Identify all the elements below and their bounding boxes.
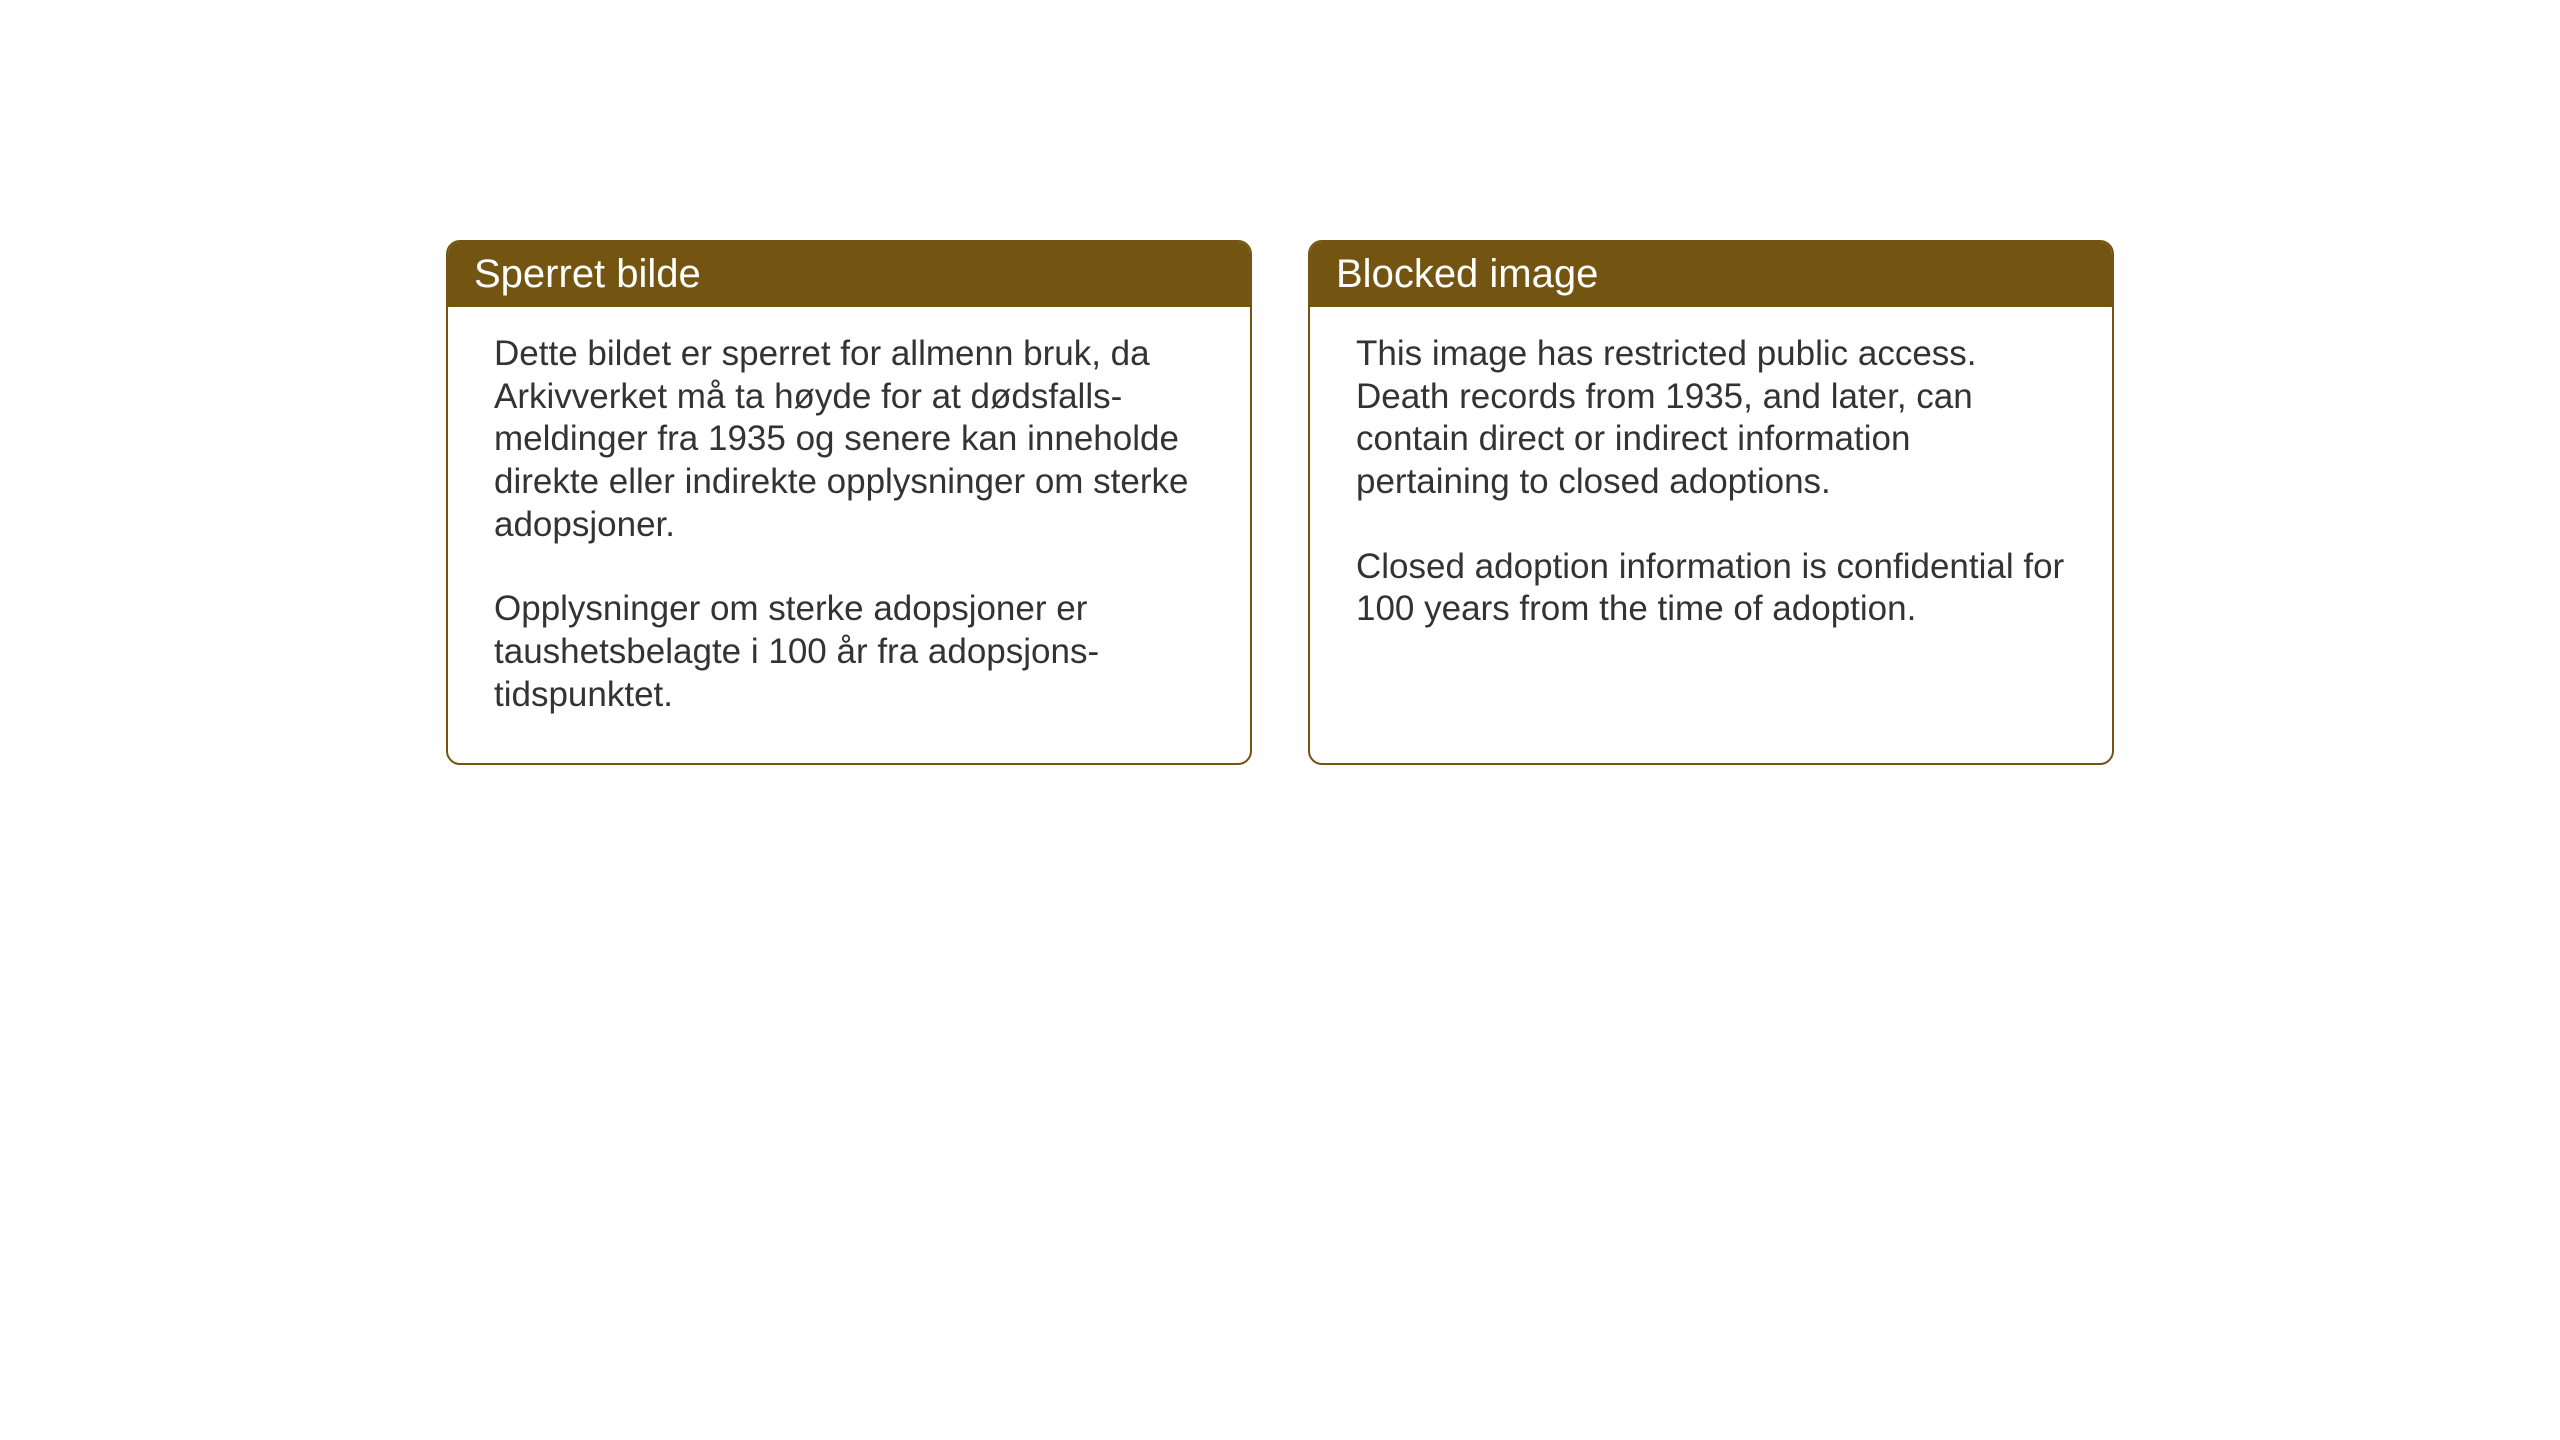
card-english: Blocked image This image has restricted … <box>1308 240 2114 765</box>
paragraph-1-english: This image has restricted public access.… <box>1356 333 2066 504</box>
card-header-english: Blocked image <box>1310 242 2112 307</box>
card-body-norwegian: Dette bildet er sperret for allmenn bruk… <box>448 307 1250 763</box>
paragraph-2-norwegian: Opplysninger om sterke adopsjoner er tau… <box>494 588 1204 716</box>
paragraph-1-norwegian: Dette bildet er sperret for allmenn bruk… <box>494 333 1204 546</box>
card-header-norwegian: Sperret bilde <box>448 242 1250 307</box>
card-norwegian: Sperret bilde Dette bildet er sperret fo… <box>446 240 1252 765</box>
paragraph-2-english: Closed adoption information is confident… <box>1356 546 2066 631</box>
header-title-norwegian: Sperret bilde <box>474 252 701 296</box>
header-title-english: Blocked image <box>1336 252 1598 296</box>
cards-container: Sperret bilde Dette bildet er sperret fo… <box>446 240 2114 765</box>
card-body-english: This image has restricted public access.… <box>1310 307 2112 677</box>
